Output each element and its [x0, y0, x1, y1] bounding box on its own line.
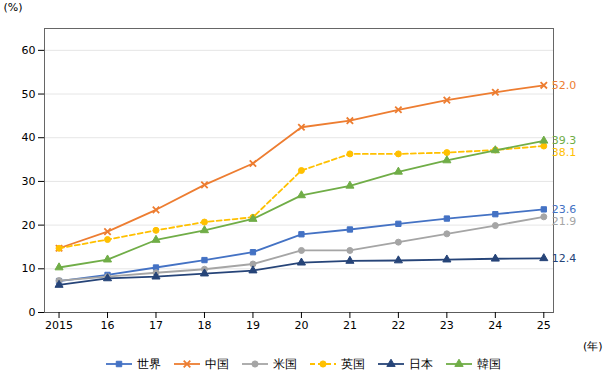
svg-text:24: 24 — [488, 319, 502, 332]
svg-text:21.9: 21.9 — [552, 215, 577, 228]
svg-text:21: 21 — [343, 319, 357, 332]
html-text:米国: 米国 — [272, 356, 297, 371]
svg-text:23: 23 — [440, 319, 454, 332]
svg-text:22: 22 — [391, 319, 405, 332]
svg-text:38.1: 38.1 — [552, 146, 577, 159]
svg-text:12.4: 12.4 — [552, 252, 577, 265]
svg-text:30: 30 — [22, 175, 36, 188]
svg-text:23.6: 23.6 — [551, 202, 577, 216]
html-text:中国: 中国 — [204, 356, 229, 371]
html-text:韓国: 韓国 — [476, 356, 501, 371]
html-text:日本: 日本 — [408, 356, 433, 371]
html-text:英国: 英国 — [340, 356, 365, 371]
svg-text:20: 20 — [22, 219, 36, 232]
svg-text:52.0: 52.0 — [552, 79, 577, 92]
svg-text:2015: 2015 — [45, 319, 73, 332]
svg-text:10: 10 — [22, 262, 36, 275]
svg-text:60: 60 — [22, 44, 36, 57]
svg-text:39.3: 39.3 — [551, 134, 577, 148]
svg-text:40: 40 — [22, 131, 36, 144]
svg-text:18: 18 — [197, 319, 211, 332]
svg-text:19: 19 — [246, 319, 260, 332]
svg-text:0: 0 — [29, 306, 36, 319]
svg-text:20: 20 — [294, 319, 308, 332]
svg-text:17: 17 — [149, 319, 163, 332]
svg-text:25: 25 — [537, 319, 551, 332]
html-text:世界: 世界 — [136, 356, 161, 371]
svg-text:(年): (年) — [583, 340, 603, 353]
svg-text:16: 16 — [101, 319, 115, 332]
svg-text:50: 50 — [22, 88, 36, 101]
svg-text:(%): (%) — [4, 1, 23, 14]
